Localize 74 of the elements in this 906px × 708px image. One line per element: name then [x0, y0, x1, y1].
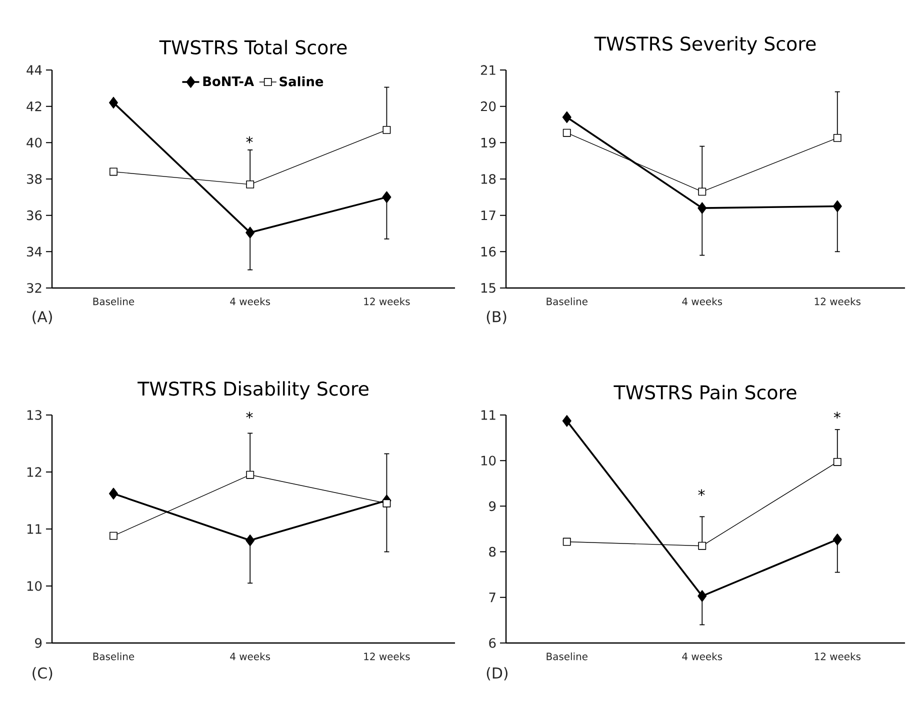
y-tick-label: 7	[489, 592, 496, 602]
y-tick-label: 36	[26, 210, 42, 220]
chart-title: TWSTRS Severity Score	[594, 36, 816, 54]
annotation: *	[246, 136, 253, 144]
y-tick-label: 9	[489, 501, 496, 512]
x-tick-label: Baseline	[546, 297, 588, 306]
y-tick-label: 38	[26, 174, 42, 184]
point	[698, 590, 707, 602]
annotation: *	[698, 489, 705, 496]
point	[110, 168, 118, 176]
y-tick-label: 9	[35, 638, 42, 648]
point	[562, 415, 572, 427]
annotation: *	[834, 412, 840, 419]
point	[832, 200, 842, 212]
y-tick-label: 6	[489, 638, 496, 648]
point	[698, 202, 707, 214]
y-tick-label: 11	[27, 524, 42, 534]
x-tick-label: 4 weeks	[230, 297, 270, 306]
chart-title: TWSTRS Disability Score	[138, 381, 368, 400]
point	[246, 534, 255, 546]
y-tick-label: 44	[26, 65, 42, 75]
point	[110, 532, 118, 540]
y-tick-label: 32	[26, 283, 42, 293]
text: (D)	[486, 667, 508, 680]
y-tick-label: 10	[481, 456, 496, 466]
y-tick-label: 17	[481, 210, 496, 220]
y-tick-label: 34	[26, 246, 42, 257]
point	[562, 128, 571, 137]
y-tick-label: 19	[481, 138, 496, 148]
annotation: *	[246, 412, 253, 419]
y-tick-label: 10	[27, 581, 42, 591]
x-tick-label: 4 weeks	[682, 297, 722, 306]
x-tick-label: 12 weeks	[364, 652, 410, 660]
y-tick-label: 8	[489, 546, 496, 557]
x-tick-label: 12 weeks	[814, 297, 860, 306]
chart-title: TWSTRS Pain Score	[614, 384, 796, 400]
chart-title: TWSTRS Total Score	[159, 40, 347, 54]
legend-label: BoNT-A	[203, 76, 254, 86]
legend-label: Saline	[280, 76, 324, 86]
y-tick-label: 21	[480, 65, 496, 75]
point	[833, 458, 842, 466]
x-tick-label: 12 weeks	[814, 652, 860, 660]
point	[562, 111, 572, 124]
text: (C)	[32, 667, 52, 680]
point	[562, 538, 571, 546]
point	[382, 126, 391, 134]
x-tick-label: Baseline	[546, 652, 588, 660]
point	[698, 188, 706, 196]
x-tick-label: Baseline	[93, 652, 134, 660]
x-tick-label: 12 weeks	[364, 297, 410, 306]
y-tick-label: 20	[480, 101, 496, 112]
x-tick-label: 4 weeks	[230, 652, 270, 660]
point	[108, 96, 118, 109]
point	[108, 488, 118, 500]
x-tick-label: Baseline	[93, 297, 134, 306]
y-tick-label: 18	[481, 174, 496, 184]
point	[382, 499, 391, 508]
point	[246, 226, 255, 238]
y-tick-label: 42	[26, 102, 42, 112]
y-tick-label: 12	[27, 467, 42, 477]
text: (B)	[486, 310, 506, 324]
y-tick-label: 16	[481, 246, 496, 257]
point	[833, 134, 842, 142]
y-tick-label: 40	[26, 138, 42, 148]
y-tick-label: 15	[481, 283, 496, 293]
y-tick-label: 13	[27, 410, 42, 420]
y-tick-label: 11	[481, 410, 496, 420]
point	[382, 191, 392, 204]
x-tick-label: 4 weeks	[682, 652, 722, 660]
point	[246, 180, 254, 188]
text: (A)	[32, 310, 52, 324]
point	[832, 534, 842, 546]
point	[246, 470, 254, 479]
point	[698, 542, 706, 550]
